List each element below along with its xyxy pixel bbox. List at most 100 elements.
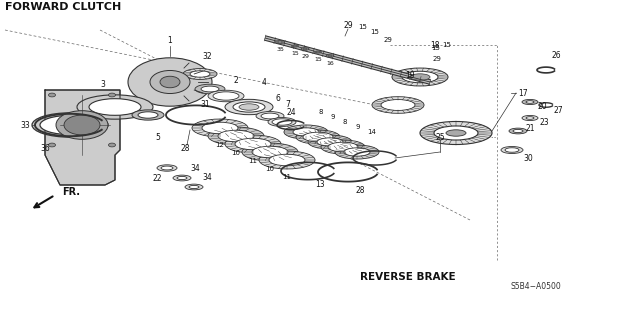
Text: 15: 15: [371, 29, 380, 35]
Ellipse shape: [225, 99, 273, 115]
Ellipse shape: [208, 90, 244, 102]
Ellipse shape: [344, 148, 370, 156]
Text: 26: 26: [551, 51, 561, 60]
Ellipse shape: [278, 41, 282, 43]
Ellipse shape: [213, 92, 239, 100]
Text: 5: 5: [156, 132, 161, 141]
Ellipse shape: [392, 68, 448, 86]
Ellipse shape: [335, 145, 379, 159]
Text: 32: 32: [202, 52, 212, 60]
Ellipse shape: [161, 166, 173, 170]
Text: 24: 24: [286, 108, 296, 116]
Ellipse shape: [308, 135, 352, 149]
Ellipse shape: [402, 71, 438, 83]
Ellipse shape: [128, 58, 212, 106]
Ellipse shape: [275, 41, 285, 44]
Ellipse shape: [509, 128, 527, 134]
Ellipse shape: [233, 102, 265, 112]
Text: 7: 7: [285, 100, 291, 108]
Text: 6: 6: [276, 93, 280, 102]
Text: 10: 10: [232, 150, 241, 156]
Text: 3: 3: [100, 80, 106, 89]
Ellipse shape: [49, 93, 56, 97]
Text: 14: 14: [367, 129, 376, 135]
Ellipse shape: [109, 93, 115, 97]
Ellipse shape: [259, 151, 315, 169]
Ellipse shape: [183, 68, 217, 79]
Ellipse shape: [296, 130, 340, 144]
Text: 34: 34: [190, 164, 200, 172]
Text: 10: 10: [266, 166, 275, 172]
Text: 28: 28: [180, 143, 189, 153]
Ellipse shape: [446, 130, 466, 136]
Ellipse shape: [56, 111, 108, 139]
Text: 25: 25: [435, 132, 445, 141]
Text: 33: 33: [20, 121, 30, 130]
Ellipse shape: [32, 113, 108, 137]
Ellipse shape: [522, 100, 538, 105]
Text: 15: 15: [314, 57, 322, 62]
Text: 15: 15: [443, 42, 451, 48]
Ellipse shape: [303, 132, 333, 142]
Text: REVERSE BRAKE: REVERSE BRAKE: [360, 272, 456, 282]
Ellipse shape: [526, 101, 534, 103]
Ellipse shape: [195, 84, 225, 94]
Ellipse shape: [301, 48, 309, 50]
Ellipse shape: [242, 143, 298, 161]
Text: 8: 8: [319, 109, 323, 115]
Ellipse shape: [381, 100, 415, 110]
Ellipse shape: [40, 116, 100, 135]
Ellipse shape: [89, 99, 141, 115]
Ellipse shape: [64, 115, 100, 135]
Ellipse shape: [190, 71, 210, 77]
Text: 21: 21: [525, 124, 535, 132]
Ellipse shape: [526, 117, 534, 119]
Ellipse shape: [185, 184, 203, 190]
Ellipse shape: [202, 122, 238, 134]
Text: 29: 29: [433, 56, 442, 62]
Text: 35: 35: [276, 47, 284, 52]
Text: 19: 19: [405, 70, 415, 79]
Ellipse shape: [420, 122, 492, 145]
Ellipse shape: [434, 126, 478, 140]
Text: 12: 12: [216, 142, 225, 148]
Ellipse shape: [513, 129, 523, 132]
Ellipse shape: [410, 74, 430, 80]
Text: 36: 36: [40, 143, 50, 153]
Text: 29: 29: [301, 54, 309, 59]
Text: 29: 29: [343, 20, 353, 29]
Ellipse shape: [505, 148, 519, 152]
Ellipse shape: [132, 110, 164, 120]
Ellipse shape: [256, 112, 284, 121]
Ellipse shape: [138, 112, 158, 118]
Ellipse shape: [218, 130, 254, 142]
Ellipse shape: [284, 125, 328, 139]
Ellipse shape: [189, 185, 199, 188]
Ellipse shape: [291, 45, 298, 47]
Ellipse shape: [252, 146, 288, 158]
Ellipse shape: [328, 55, 332, 57]
Text: 28: 28: [355, 186, 365, 195]
Text: 17: 17: [518, 89, 528, 98]
Ellipse shape: [49, 143, 56, 147]
Ellipse shape: [522, 116, 538, 121]
Ellipse shape: [372, 97, 424, 113]
Ellipse shape: [328, 142, 358, 152]
Text: 31: 31: [200, 100, 210, 108]
Polygon shape: [45, 90, 120, 185]
Text: 1: 1: [168, 36, 172, 45]
Text: 15: 15: [431, 45, 440, 51]
Text: 9: 9: [356, 124, 360, 130]
Text: 15: 15: [358, 24, 367, 30]
Text: 8: 8: [343, 119, 348, 125]
Text: 15: 15: [291, 51, 299, 56]
Text: 16: 16: [326, 61, 334, 66]
Ellipse shape: [201, 86, 219, 92]
Ellipse shape: [321, 140, 365, 154]
Ellipse shape: [235, 138, 271, 150]
Text: 27: 27: [553, 106, 563, 115]
Ellipse shape: [268, 117, 296, 126]
Text: 11: 11: [248, 158, 257, 164]
Text: 2: 2: [234, 76, 238, 84]
Ellipse shape: [109, 143, 115, 147]
